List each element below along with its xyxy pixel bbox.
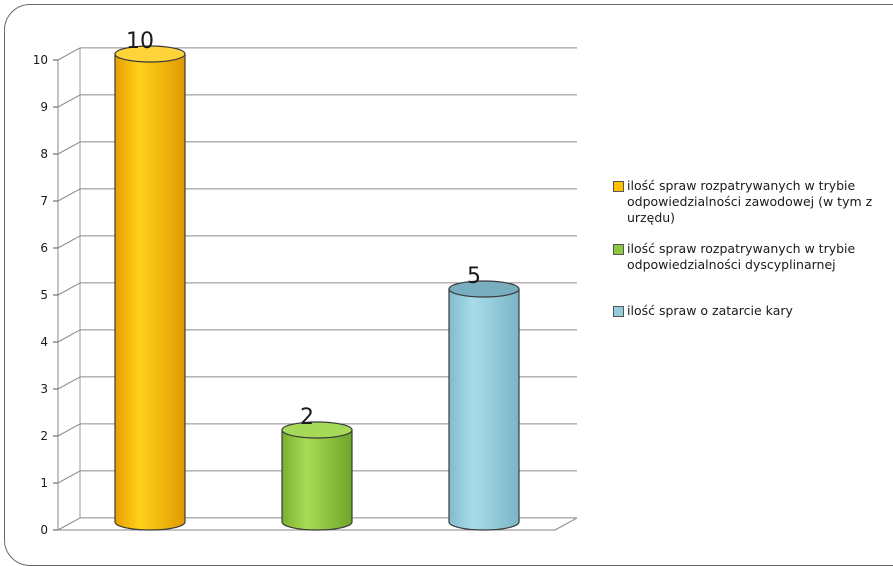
- y-tick-label: 4: [40, 335, 48, 349]
- legend-swatch: [613, 306, 624, 317]
- y-tick-label: 2: [40, 429, 48, 443]
- y-tick-label: 6: [40, 241, 48, 255]
- bar-chart: 0 1 2 3 4 5 6 7 8 9 10 10 2 5: [33, 29, 578, 537]
- bar-top: [281, 421, 353, 439]
- legend-item: ilość spraw rozpatrywanych w trybie odpo…: [613, 241, 893, 273]
- gridline-diagonal: [57, 282, 81, 296]
- gridline-diagonal: [57, 517, 81, 531]
- y-tick-label: 1: [40, 476, 48, 490]
- legend-swatch: [613, 181, 624, 192]
- gridline-diagonal: [57, 423, 81, 437]
- legend: ilość spraw rozpatrywanych w trybie odpo…: [613, 178, 893, 319]
- data-labels: 10 2 5: [126, 29, 481, 430]
- y-tick-label: 3: [40, 382, 48, 396]
- bar-body: [448, 288, 520, 531]
- legend-item: ilość spraw rozpatrywanych w trybie odpo…: [613, 178, 893, 226]
- data-label: 5: [467, 264, 481, 289]
- gridline-diagonal: [57, 188, 81, 202]
- gridline-diagonal: [57, 329, 81, 343]
- legend-swatch: [613, 244, 624, 255]
- bar-top: [448, 280, 520, 298]
- floor-right-edge: [554, 517, 578, 531]
- bars: [114, 45, 520, 531]
- legend-item: ilość spraw o zatarcie kary: [613, 303, 893, 319]
- data-label: 10: [126, 29, 154, 54]
- y-tick-label: 7: [40, 194, 48, 208]
- gridline-diagonal: [57, 47, 81, 61]
- y-tick-label: 8: [40, 147, 48, 161]
- y-tick-label: 10: [33, 53, 48, 67]
- y-axis-ticks: 0 1 2 3 4 5 6 7 8 9 10: [33, 53, 58, 537]
- bar-top: [114, 45, 186, 63]
- gridline-diagonal: [57, 94, 81, 108]
- bar-1: [281, 421, 353, 531]
- gridline-diagonal: [57, 235, 81, 249]
- legend-label: ilość spraw rozpatrywanych w trybie odpo…: [627, 241, 856, 272]
- bar-2: [448, 280, 520, 531]
- bar-body: [114, 53, 186, 531]
- y-tick-label: 5: [40, 288, 48, 302]
- bar-body: [281, 429, 353, 531]
- y-tick-label: 9: [40, 100, 48, 114]
- bar-0: [114, 45, 186, 531]
- legend-label: ilość spraw rozpatrywanych w trybie odpo…: [627, 178, 873, 225]
- y-tick-label: 0: [40, 523, 48, 537]
- data-label: 2: [300, 405, 314, 430]
- gridline-diagonal: [57, 141, 81, 155]
- gridline-diagonal: [57, 376, 81, 390]
- gridline-diagonal: [57, 470, 81, 484]
- legend-label: ilość spraw o zatarcie kary: [627, 303, 793, 318]
